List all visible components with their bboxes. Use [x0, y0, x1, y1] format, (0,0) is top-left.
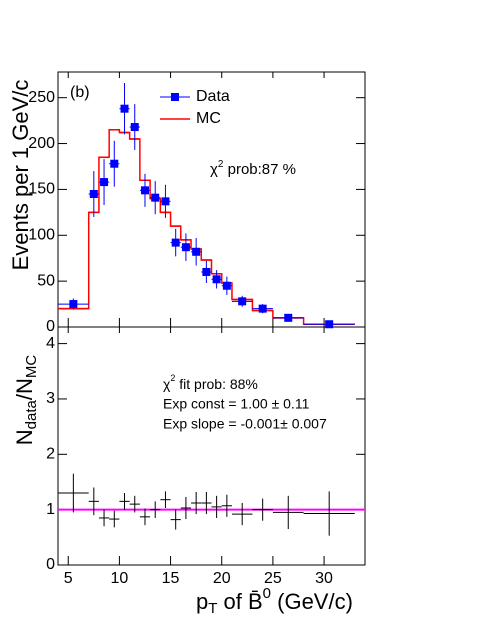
fit-const: Exp const = 1.00 ± 0.11 [163, 396, 310, 412]
text: χ [210, 161, 218, 178]
data-point [284, 313, 293, 322]
data-point [100, 178, 109, 187]
data-point [258, 304, 267, 313]
text: (GeV/c) [271, 589, 353, 614]
y-axis-label: Events per 1 GeV/c [8, 80, 33, 271]
top-panel: Events per 1 GeV/c (b) χ2 prob:87 % [8, 71, 366, 328]
text: /N [12, 378, 37, 400]
y-tick-label: 0 [46, 556, 55, 573]
data-point [110, 159, 119, 168]
text: prob:87 % [223, 161, 296, 178]
x-tick-label: 10 [111, 570, 129, 587]
y-tick-label: 4 [46, 335, 55, 352]
legend-swatch [171, 93, 179, 101]
text: N [12, 429, 37, 445]
data-point [171, 238, 180, 247]
legend-label: Data [196, 88, 230, 105]
text: 2 [218, 159, 224, 170]
text: T [208, 600, 217, 617]
y-tick-label: 250 [28, 89, 55, 106]
legend-label: MC [196, 110, 221, 127]
data-point [222, 281, 231, 290]
y-tick-label: 150 [28, 181, 55, 198]
x-axis-label: pT of B̄0 (GeV/c) [196, 585, 353, 617]
x-tick-label: 15 [162, 570, 180, 587]
data-point [140, 186, 149, 195]
data-point [151, 193, 160, 202]
data-point [130, 123, 139, 132]
data-point [89, 189, 98, 198]
text: χ [163, 376, 171, 392]
data-point [325, 320, 334, 329]
data-point [212, 275, 221, 284]
text: p [196, 589, 208, 614]
x-tick-label: 25 [264, 570, 282, 587]
bottom-panel: Ndata/NMC χ2 fit prob: 88% Exp const = 1… [12, 326, 366, 617]
y-tick-label: 100 [28, 226, 55, 243]
text: 0 [263, 585, 271, 602]
text: data [23, 399, 40, 429]
y-tick-label: 50 [37, 272, 55, 289]
data-point [202, 267, 211, 276]
x-tick-label: 30 [315, 570, 333, 587]
text: fit prob: 88% [175, 376, 258, 392]
y-tick-label: 3 [46, 390, 55, 407]
data-point [238, 297, 247, 306]
fit-chi2: χ2 fit prob: 88% [163, 373, 258, 391]
x-tick-label: 20 [213, 570, 231, 587]
y-tick-label: 2 [46, 446, 55, 463]
data-point [69, 300, 78, 309]
y-tick-label: 1 [46, 501, 55, 518]
data-point [181, 243, 190, 252]
data-point [161, 197, 170, 206]
fit-slope: Exp slope = -0.001± 0.007 [163, 416, 327, 432]
chi2-annotation: χ2 prob:87 % [210, 159, 296, 178]
data-point [120, 104, 129, 113]
mc-outline [58, 129, 355, 325]
y-tick-label: 200 [28, 135, 55, 152]
text: of B̄ [217, 589, 262, 614]
y-axis-label: Ndata/NMC [12, 355, 40, 446]
data-point [192, 247, 201, 256]
x-tick-label: 5 [64, 570, 73, 587]
bottom-frame [57, 326, 366, 566]
text: MC [23, 355, 40, 378]
text: 2 [170, 373, 175, 383]
panel-label: (b) [70, 84, 90, 101]
y-tick-label: 0 [46, 318, 55, 335]
